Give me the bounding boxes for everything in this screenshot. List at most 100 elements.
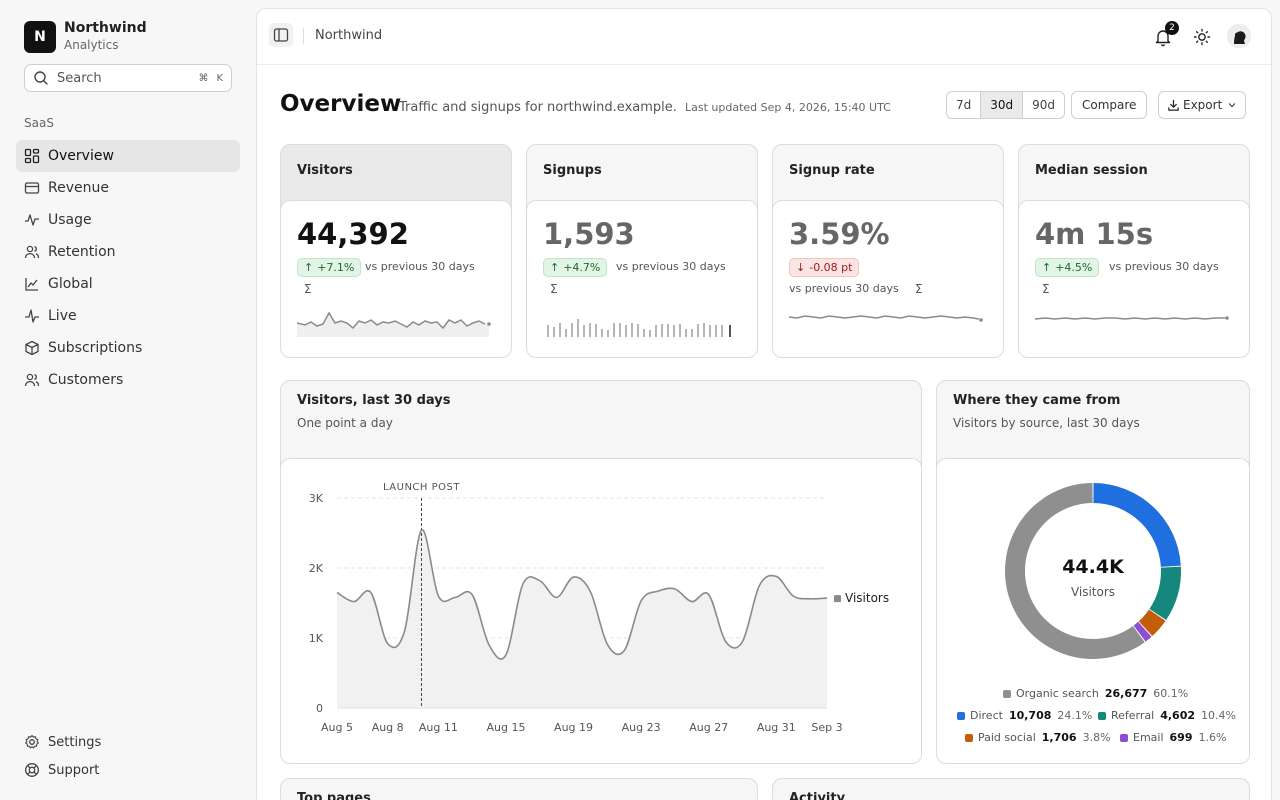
series-line-visitors bbox=[336, 529, 828, 660]
kpi-label: Signups bbox=[543, 163, 602, 178]
arrow-up-icon: ↑ bbox=[550, 261, 560, 274]
donut-slice bbox=[1093, 483, 1181, 567]
x-tick-label: Aug 8 bbox=[372, 721, 404, 734]
card-title: Activity bbox=[789, 791, 846, 800]
card-subtitle: Visitors by source, last 30 days bbox=[953, 416, 1140, 430]
donut-slice bbox=[1138, 609, 1166, 637]
visitors-line-chart: 0 1K 2K 3K LAUNCH POST Aug 5 Aug 8 Aug 11 Aug 15… bbox=[309, 482, 889, 734]
sources-chart-card: Where they came from Visitors by source,… bbox=[936, 380, 1250, 764]
sparkline bbox=[547, 319, 731, 337]
sidebar-item-global[interactable]: Global bbox=[16, 268, 240, 300]
sidebar-item-retention[interactable]: Retention bbox=[16, 236, 240, 268]
export-button[interactable]: Export bbox=[1158, 91, 1247, 119]
sidebar-item-label: Live bbox=[48, 308, 77, 324]
sidebar-item-overview[interactable]: Overview bbox=[16, 140, 240, 172]
kpi-card-visitors[interactable]: Visitors 44,392 ↑ +7.1% vs previous 30 da… bbox=[280, 144, 512, 358]
sidebar-item-customers[interactable]: Customers bbox=[16, 364, 240, 396]
legend-paid-social: Paid social 1,706 3.8% bbox=[965, 731, 1111, 744]
lifebuoy-icon bbox=[25, 763, 39, 777]
legend-swatch bbox=[957, 711, 965, 720]
x-tick-label: Aug 5 bbox=[321, 721, 353, 734]
delta-badge: ↑ +4.7% bbox=[543, 258, 608, 277]
legend-value: 26,677 bbox=[1104, 687, 1148, 700]
kpi-label: Visitors bbox=[297, 163, 353, 178]
legend-percent: 10.4% bbox=[1201, 709, 1236, 722]
sidebar-item-revenue[interactable]: Revenue bbox=[16, 172, 240, 204]
legend-swatch bbox=[965, 733, 973, 742]
sidebar: N Northwind Analytics Search ⌘ K SaaS Ov… bbox=[0, 0, 256, 800]
sidebar-item-live[interactable]: Live bbox=[16, 300, 240, 332]
sidebar-item-settings[interactable]: Settings bbox=[16, 728, 240, 756]
brand[interactable]: N Northwind Analytics bbox=[24, 20, 147, 54]
download-icon bbox=[1168, 99, 1179, 111]
brand-logo: N bbox=[24, 21, 56, 53]
legend-value: 10,708 bbox=[1008, 709, 1052, 722]
kpi-label: Signup rate bbox=[789, 163, 875, 178]
legend-referral: Referral 4,602 10.4% bbox=[1098, 709, 1236, 722]
y-tick-label: 0 bbox=[316, 702, 323, 715]
arrow-down-icon: ↓ bbox=[796, 261, 806, 274]
range-7d-button[interactable]: 7d bbox=[947, 92, 982, 118]
delta-badge: ↑ +4.5% bbox=[1035, 258, 1100, 277]
comparison-text: vs previous 30 days bbox=[616, 260, 726, 273]
sidebar-item-support[interactable]: Support bbox=[16, 756, 240, 784]
legend-email: Email 699 1.6% bbox=[1120, 731, 1226, 744]
sidebar-item-label: Retention bbox=[48, 244, 116, 260]
legend-swatch bbox=[1120, 733, 1128, 742]
card-title: Top pages bbox=[297, 791, 371, 800]
range-90d-button[interactable]: 90d bbox=[1032, 98, 1056, 112]
comparison-text: vs previous 30 days bbox=[1109, 260, 1219, 273]
legend-percent: 60.1% bbox=[1153, 687, 1189, 700]
export-label: Export bbox=[1183, 98, 1223, 112]
kpi-card-median-session[interactable]: Median session 4m 15s ↑ +4.5% vs previous… bbox=[1018, 144, 1250, 358]
legend-label: Direct bbox=[970, 709, 1003, 722]
page-title: Overview bbox=[280, 91, 402, 117]
sidebar-item-label: Subscriptions bbox=[48, 340, 143, 356]
legend-value: 1,706 bbox=[1041, 731, 1077, 744]
shortcut-key: K bbox=[216, 72, 223, 84]
sigma-icon: Σ bbox=[915, 282, 923, 296]
sidebar-item-label: Overview bbox=[48, 148, 114, 164]
sidebar-toggle-button[interactable] bbox=[269, 23, 293, 47]
legend-label: Organic search bbox=[1016, 687, 1099, 700]
search-input[interactable]: Search ⌘ K bbox=[24, 64, 232, 92]
visitors-chart-card: Visitors, last 30 days One point a day 0… bbox=[280, 380, 922, 764]
box-icon bbox=[25, 340, 39, 356]
kpi-card-signup-rate[interactable]: Signup rate 3.59% ↓ -0.08 pt vs previous … bbox=[772, 144, 1004, 358]
breadcrumb[interactable]: Northwind bbox=[315, 28, 383, 43]
legend-percent: 1.6% bbox=[1198, 731, 1227, 744]
legend-percent: 24.1% bbox=[1057, 709, 1093, 722]
users-icon bbox=[24, 245, 40, 259]
legend-label: Email bbox=[1133, 731, 1164, 744]
delta-value: +4.5% bbox=[1055, 261, 1093, 274]
last-updated: Last updated Sep 4, 2026, 15:40 UTC bbox=[685, 101, 891, 114]
arrow-up-icon: ↑ bbox=[304, 261, 314, 274]
y-tick-label: 3K bbox=[309, 492, 324, 505]
sidebar-item-label: Global bbox=[48, 276, 93, 292]
pulse-icon bbox=[25, 309, 39, 323]
brand-subtitle: Analytics bbox=[64, 38, 119, 52]
avatar[interactable] bbox=[1227, 24, 1251, 48]
sigma-icon: Σ bbox=[1042, 282, 1050, 296]
delta-badge: ↓ -0.08 pt bbox=[789, 258, 860, 277]
annotation-label: LAUNCH POST bbox=[383, 482, 460, 493]
card-title: Where they came from bbox=[953, 393, 1121, 408]
donut-slice bbox=[1149, 566, 1181, 620]
search-placeholder: Search bbox=[57, 70, 102, 86]
notification-badge: 2 bbox=[1165, 21, 1179, 35]
top-pages-card: Top pages bbox=[280, 778, 758, 800]
sidebar-item-subscriptions[interactable]: Subscriptions bbox=[16, 332, 240, 364]
kpi-card-signups[interactable]: Signups 1,593 ↑ +4.7% vs previous 30 days… bbox=[526, 144, 758, 358]
sun-icon[interactable] bbox=[1193, 28, 1211, 46]
kpi-value: 44,392 bbox=[297, 217, 409, 251]
sidebar-item-usage[interactable]: Usage bbox=[16, 204, 240, 236]
range-30d-button[interactable]: 30d bbox=[981, 92, 1024, 118]
avatar-image bbox=[1227, 24, 1251, 48]
donut-slice bbox=[1133, 621, 1152, 642]
compare-button[interactable]: Compare bbox=[1071, 91, 1148, 119]
legend-swatch bbox=[1003, 689, 1011, 698]
legend-label: Visitors bbox=[845, 591, 889, 605]
sidebar-item-label: Support bbox=[48, 762, 100, 778]
kpi-label: Median session bbox=[1035, 163, 1148, 178]
kpi-value: 4m 15s bbox=[1035, 217, 1154, 251]
